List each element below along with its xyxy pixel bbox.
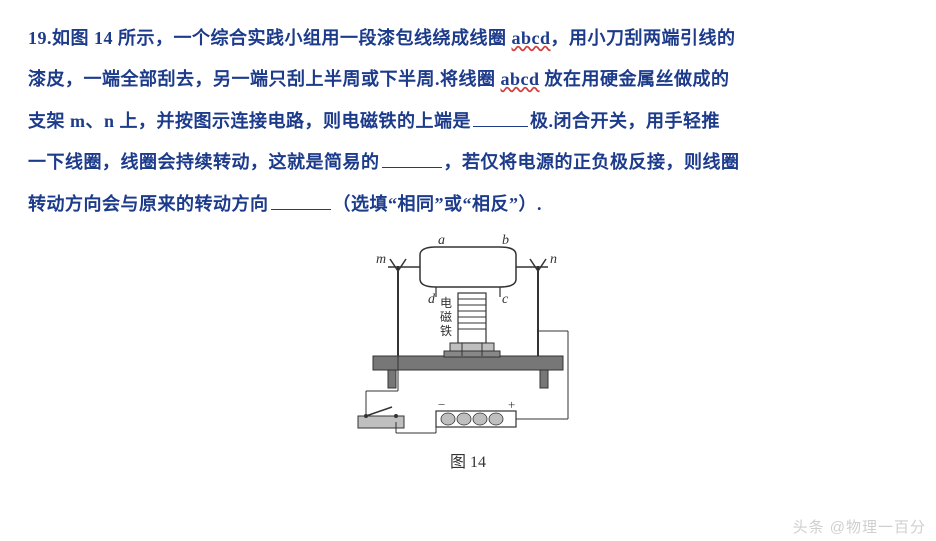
q-line2b: 放在用硬金属丝做成的 — [540, 69, 730, 89]
blank-3 — [271, 191, 331, 210]
label-m: m — [376, 252, 386, 267]
q-line2a: 漆皮，一端全部刮去，另一端只刮上半周或下半周.将线圈 — [28, 69, 501, 89]
question-text: 19.如图 14 所示，一个综合实践小组用一段漆包线绕成线圈 abcd，用小刀刮… — [28, 18, 908, 225]
blank-2 — [382, 149, 442, 168]
q-line4a: 一下线圈，线圈会持续转动，这就是简易的 — [28, 152, 380, 172]
label-d: d — [428, 292, 436, 307]
q-line5b: （选填“相同”或“相反”）. — [333, 194, 543, 214]
battery-plus: + — [508, 397, 515, 412]
figure-area: a b c d m n 电 磁 铁 — [28, 231, 908, 472]
switch-base — [358, 416, 404, 428]
battery-minus: − — [438, 397, 445, 412]
label-magnet-1: 电 — [440, 296, 452, 310]
q-line4b: ，若仅将电源的正负极反接，则线圈 — [444, 152, 740, 172]
label-magnet-2: 磁 — [440, 309, 452, 324]
label-magnet-3: 铁 — [440, 324, 452, 338]
figure-caption: 图 14 — [28, 448, 908, 472]
q-line3a: 支架 m、n 上，并按图示连接电路，则电磁铁的上端是 — [28, 111, 471, 131]
page-root: 19.如图 14 所示，一个综合实践小组用一段漆包线绕成线圈 abcd，用小刀刮… — [0, 0, 936, 472]
label-c: c — [502, 292, 509, 307]
label-b: b — [502, 233, 509, 248]
q-line5a: 转动方向会与原来的转动方向 — [28, 194, 269, 214]
watermark: 头条 @物理一百分 — [793, 516, 926, 537]
q-line3b: 极.闭合开关，用手轻推 — [530, 111, 720, 131]
blank-1 — [473, 108, 528, 127]
coil-label-1: abcd — [512, 28, 551, 48]
coil-label-2: abcd — [501, 69, 540, 89]
circuit-diagram: a b c d m n 电 磁 铁 — [318, 231, 618, 441]
label-n: n — [550, 252, 557, 267]
q-line1a: 如图 14 所示，一个综合实践小组用一段漆包线绕成线圈 — [52, 28, 512, 48]
label-a: a — [438, 233, 445, 248]
question-number: 19. — [28, 28, 52, 48]
q-line1b: ，用小刀刮两端引线的 — [551, 28, 736, 48]
switch-lever — [366, 407, 392, 416]
